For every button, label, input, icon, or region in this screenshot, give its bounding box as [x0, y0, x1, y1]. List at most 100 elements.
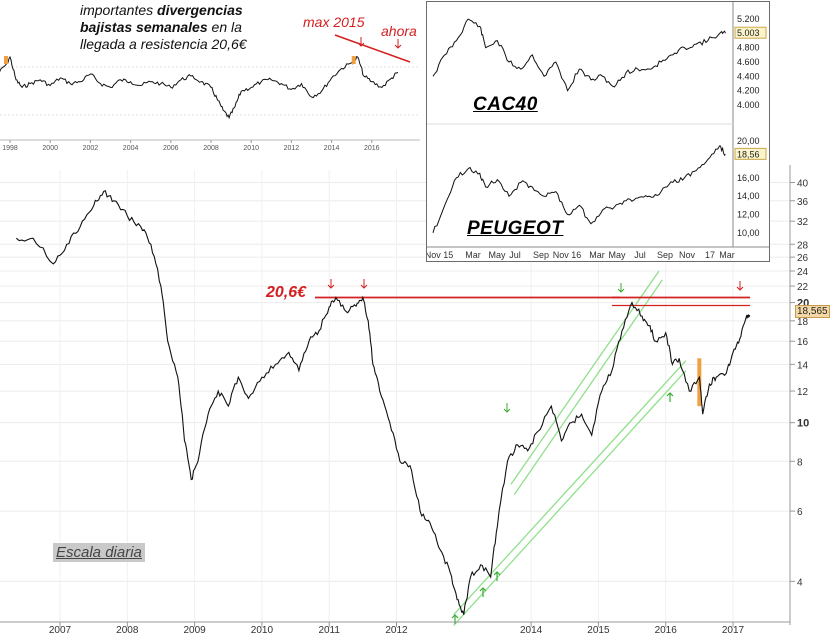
x-tick-label: 2017	[722, 625, 745, 636]
inset-x-label: May	[608, 250, 626, 260]
max-2015-label: max 2015	[303, 14, 365, 30]
weekly-tick-label: 2016	[364, 145, 380, 152]
daily-price-line	[15, 189, 751, 615]
main-x-axis: 2007 2008 2009 2010 2011 2012 2014 2015 2016 2017	[0, 621, 790, 636]
cac40-title: CAC40	[473, 94, 538, 115]
up-arrow-2013b-head	[493, 571, 501, 576]
x-tick-label: 2015	[587, 625, 610, 636]
last-price-badge: 18,565	[795, 305, 830, 318]
x-tick-label: 2012	[385, 625, 408, 636]
y-tick-label: 40	[797, 179, 809, 190]
x-tick-label: 2008	[116, 625, 139, 636]
y-tick-label: 6	[797, 507, 803, 518]
y-tick-label: 10	[797, 418, 809, 430]
weekly-tick-label: 2014	[324, 145, 340, 152]
down-arrow-2013-head	[503, 408, 511, 413]
weekly-indicator-line	[0, 55, 399, 120]
peugeot-last-badge	[734, 147, 767, 160]
weekly-arrow-now-head	[394, 44, 402, 49]
down-arrow-2017-head	[736, 286, 744, 291]
peugeot-y-label: 12,00	[737, 210, 760, 220]
x-tick-label: 2009	[183, 625, 206, 636]
weekly-highlight-2015	[351, 56, 356, 64]
down-arrow-2011b-head	[360, 284, 368, 289]
inset-x-label: 17	[705, 250, 715, 260]
weekly-tick-label: 2008	[203, 145, 219, 152]
peugeot-y-label: 14,00	[737, 191, 760, 201]
inset-x-label: Mar	[589, 250, 605, 260]
inset-x-label: Sep	[533, 250, 549, 260]
inset-x-label: Mar	[719, 250, 735, 260]
y-tick-label: 28	[797, 240, 809, 251]
channel-line	[453, 360, 687, 616]
y-tick-label: 14	[797, 360, 809, 371]
note-line-2: bajistas semanales en la	[80, 19, 242, 35]
peugeot-y-label: 10,00	[737, 228, 760, 238]
y-tick-label: 12	[797, 387, 809, 398]
channel-line	[510, 270, 660, 485]
trend-channels	[453, 270, 687, 626]
resistance-label: 20,6€	[266, 284, 307, 301]
inset-charts: 5.200 5.003 4.800 4.600 4.400 4.200 4.000 20,00…	[425, 2, 769, 260]
weekly-tick-label: 2006	[163, 145, 179, 152]
cac40-y-label: 5.003	[737, 28, 760, 38]
x-tick-label: 2011	[318, 625, 340, 636]
highlight-bar	[697, 358, 702, 407]
inset-x-label: Nov	[679, 250, 696, 260]
y-tick-label: 22	[797, 282, 809, 293]
peugeot-title: PEUGEOT	[467, 218, 564, 239]
weekly-tick-label: 1998	[2, 145, 18, 152]
y-tick-label: 4	[797, 577, 803, 588]
cac40-y-label: 4.200	[737, 86, 760, 96]
inset-panel: 5.200 5.003 4.800 4.600 4.400 4.200 4.000 20,00…	[425, 1, 770, 262]
y-tick-label: 18	[797, 317, 809, 328]
note-line-3: llegada a resistencia 20,6€	[80, 36, 247, 52]
y-tick-label: 16	[797, 337, 809, 348]
x-tick-label: 2014	[520, 625, 543, 636]
y-tick-label: 24	[797, 267, 809, 278]
up-arrow-2016-head	[666, 392, 674, 397]
y-tick-label: 26	[797, 253, 809, 264]
channel-line	[513, 279, 663, 495]
x-tick-label: 2016	[655, 625, 678, 636]
up-arrow-2013a-head	[479, 587, 487, 592]
inset-x-label: Sep	[657, 250, 673, 260]
inset-x-label: Nov 16	[553, 250, 582, 260]
signal-arrows	[327, 37, 744, 624]
y-tick-label: 36	[797, 197, 809, 208]
cac40-last-badge	[734, 26, 767, 39]
cac40-y-label: 5.200	[737, 14, 760, 24]
now-label: ahora	[381, 23, 417, 39]
weekly-tick-label: 2010	[243, 145, 259, 152]
inset-x-label: Nov 15	[427, 250, 453, 260]
cac40-y-label: 4.800	[737, 43, 760, 53]
scale-label: Escala diaria	[53, 543, 145, 562]
peugeot-y-label: 16,00	[737, 173, 760, 183]
up-arrow-2012-head	[451, 614, 459, 619]
weekly-tick-label: 2004	[123, 145, 139, 152]
channel-line	[453, 370, 687, 626]
weekly-indicator-panel: 1998 2000 2002 2004 2006 2008 2010 2012 2014 2016	[0, 34, 420, 152]
resistance-line	[315, 296, 750, 407]
weekly-highlight-1998	[3, 56, 8, 64]
cac40-line	[432, 18, 726, 92]
divergence-line	[334, 34, 411, 63]
inset-x-label: May	[488, 250, 506, 260]
y-tick-label: 8	[797, 457, 803, 468]
weekly-tick-label: 2000	[42, 145, 58, 152]
cac40-y-label: 4.000	[737, 100, 760, 110]
peugeot-line	[432, 145, 726, 233]
y-tick-label: 32	[797, 217, 809, 228]
inset-x-label: Mar	[465, 250, 481, 260]
main-gridlines	[0, 170, 790, 622]
cac40-y-label: 4.600	[737, 57, 760, 67]
x-tick-label: 2010	[251, 625, 274, 636]
inset-x-label: Jul	[634, 250, 646, 260]
peugeot-y-label: 20,00	[737, 136, 760, 146]
down-arrow-2011a-head	[327, 284, 335, 289]
weekly-tick-label: 2012	[284, 145, 300, 152]
down-arrow-2015-head	[617, 288, 625, 293]
inset-x-label: Jul	[509, 250, 521, 260]
weekly-tick-label: 2002	[83, 145, 99, 152]
